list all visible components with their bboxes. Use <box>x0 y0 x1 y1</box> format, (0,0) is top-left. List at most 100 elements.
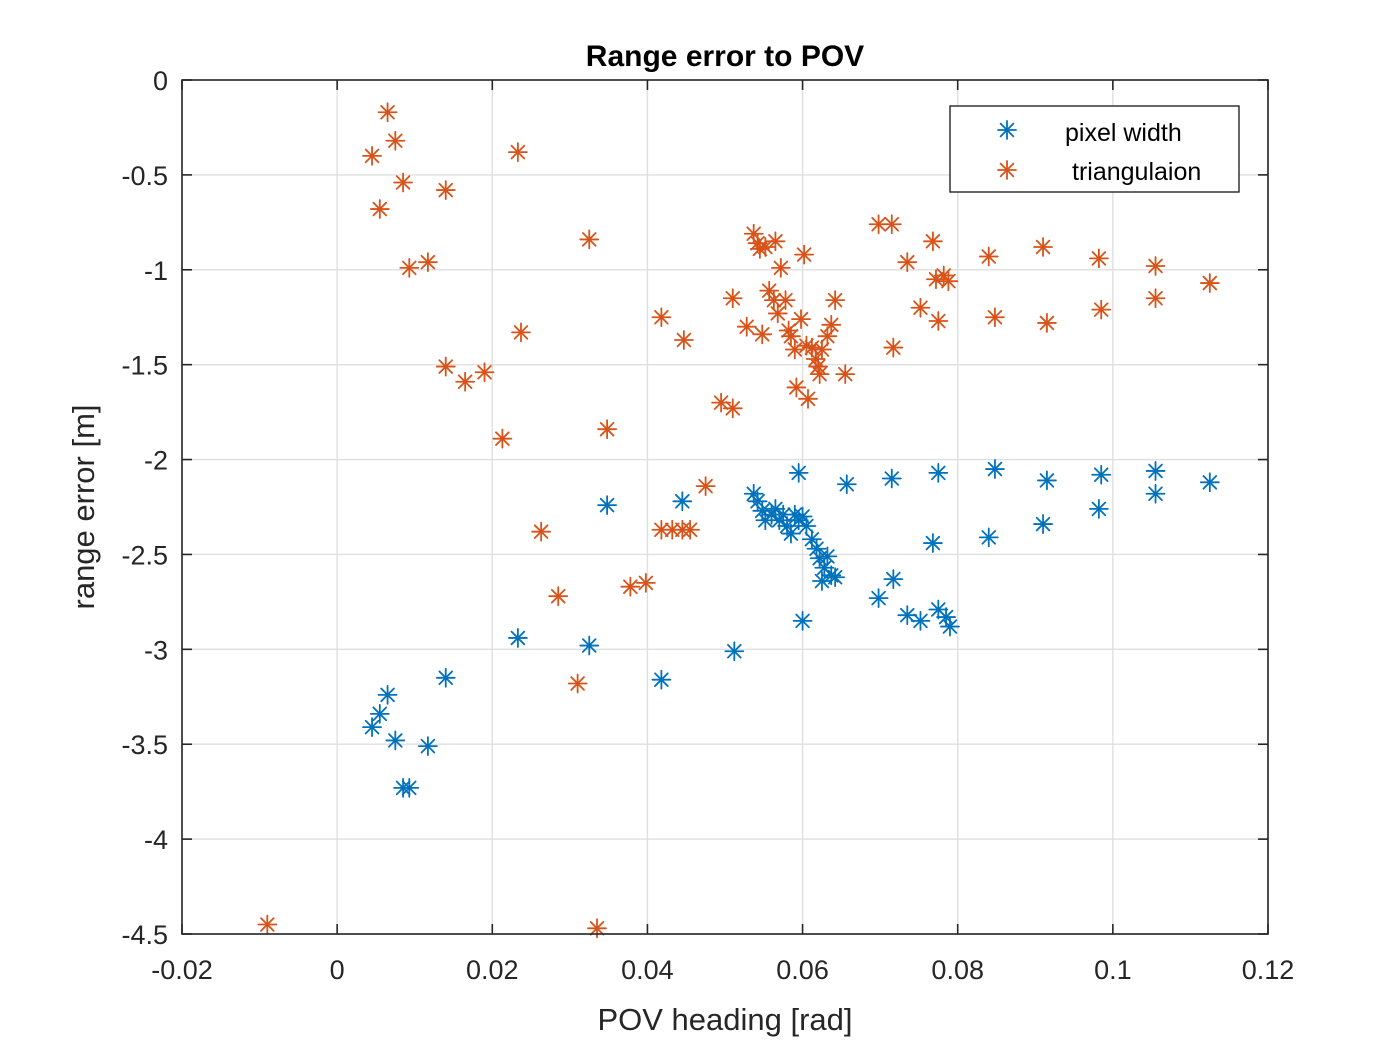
data-point <box>435 667 456 688</box>
data-point <box>724 641 745 662</box>
data-point <box>377 102 398 123</box>
data-point <box>835 364 856 385</box>
data-point <box>781 523 801 544</box>
data-points <box>257 102 1220 939</box>
data-point <box>897 252 918 273</box>
y-tick-label: -1.5 <box>121 351 168 381</box>
data-point <box>362 717 382 738</box>
data-point <box>399 257 420 278</box>
series-1 <box>257 102 1220 939</box>
x-tick-label: 0.06 <box>776 955 829 985</box>
data-point <box>1145 288 1166 309</box>
data-point <box>418 252 438 273</box>
data-point <box>978 527 999 548</box>
data-point <box>881 468 902 489</box>
data-point <box>579 635 600 656</box>
data-point <box>798 388 818 409</box>
data-point <box>455 371 476 392</box>
data-point <box>492 428 513 449</box>
data-point <box>985 459 1005 479</box>
y-axis-label: range error [m] <box>66 404 101 609</box>
data-point <box>474 362 495 383</box>
data-point <box>881 214 902 235</box>
data-point <box>940 616 960 637</box>
data-point <box>385 130 406 151</box>
data-point <box>796 516 817 536</box>
data-point <box>1088 248 1109 269</box>
legend-marker-triangulaion <box>997 160 1017 180</box>
data-point <box>910 610 931 631</box>
data-point <box>722 288 743 309</box>
data-point <box>922 533 943 553</box>
data-point <box>770 257 791 278</box>
legend-asterisk <box>997 160 1017 180</box>
data-point <box>868 588 889 608</box>
data-point <box>597 495 617 516</box>
x-tick-label: 0.08 <box>931 955 984 985</box>
data-point <box>507 628 528 648</box>
data-point <box>695 476 716 497</box>
data-point <box>883 337 904 358</box>
x-tick-labels: -0.02 0 0.02 0.04 0.06 0.08 0.1 0.12 <box>151 955 1294 985</box>
data-point <box>635 573 656 593</box>
data-point <box>922 231 943 252</box>
data-point <box>825 290 846 311</box>
data-point <box>377 684 398 705</box>
y-tick-label: -3 <box>144 635 168 665</box>
data-point <box>801 529 822 550</box>
data-point <box>672 491 693 512</box>
data-point <box>1037 313 1057 333</box>
legend-label-pixel-width: pixel width <box>1065 119 1182 147</box>
x-tick-label: 0.12 <box>1242 955 1295 985</box>
data-point <box>736 316 757 337</box>
data-point <box>711 392 732 413</box>
data-point <box>836 474 857 495</box>
data-point <box>385 730 406 751</box>
data-point <box>651 669 672 690</box>
data-point <box>369 703 390 724</box>
data-point <box>985 307 1005 328</box>
x-tick-label: 0.04 <box>621 955 674 985</box>
data-point <box>1091 299 1112 320</box>
data-point <box>786 377 807 398</box>
series-0 <box>362 459 1220 798</box>
data-point <box>257 914 278 935</box>
data-point <box>978 246 999 267</box>
data-point <box>1199 472 1220 493</box>
x-tick-label: 0 <box>330 955 345 985</box>
data-point <box>620 576 641 597</box>
data-point <box>765 231 786 252</box>
data-point <box>928 311 949 331</box>
data-point <box>812 571 832 591</box>
data-point <box>806 538 827 559</box>
data-point <box>435 180 456 200</box>
y-tick-labels: 0 -0.5 -1 -1.5 -2 -2.5 -3 -3.5 -4 -4.5 <box>121 66 168 950</box>
data-point <box>1145 461 1166 481</box>
data-point <box>817 546 838 567</box>
data-point <box>531 521 552 542</box>
y-tick-label: -2.5 <box>121 540 168 570</box>
tick-marks <box>181 79 1269 935</box>
data-point <box>393 172 413 193</box>
data-point <box>784 339 805 360</box>
data-point <box>651 307 672 328</box>
data-point <box>883 569 904 590</box>
data-point <box>369 199 390 219</box>
data-point <box>1145 256 1166 276</box>
data-point <box>792 610 813 631</box>
data-point <box>567 673 588 694</box>
data-point <box>868 214 889 235</box>
data-point <box>1033 237 1053 257</box>
data-point <box>1037 470 1057 491</box>
data-point <box>821 314 842 335</box>
x-axis-label: POV heading [rad] <box>597 1002 852 1037</box>
data-point <box>755 237 776 257</box>
legend-asterisk <box>997 120 1017 140</box>
data-point <box>809 364 830 385</box>
data-point <box>1033 514 1053 534</box>
data-point <box>435 356 456 377</box>
y-tick-label: -4 <box>144 825 168 855</box>
chart-title: Range error to POV <box>586 40 864 73</box>
y-tick-label: -4.5 <box>121 920 168 950</box>
